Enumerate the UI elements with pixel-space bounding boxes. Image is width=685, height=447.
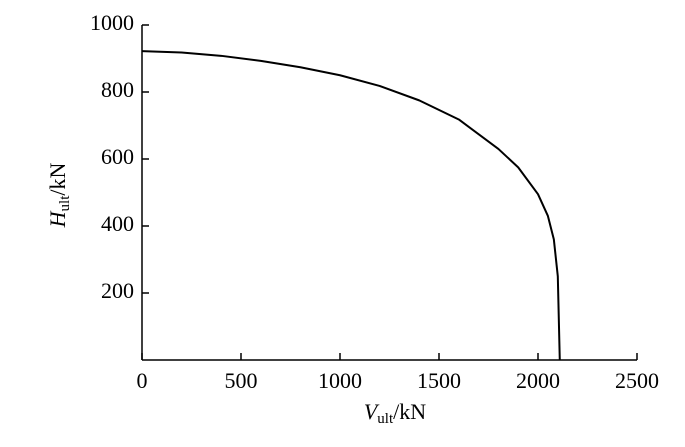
x-tick-label: 2500: [615, 368, 659, 393]
x-tick-label: 500: [225, 368, 258, 393]
x-label-unit: /kN: [393, 399, 426, 424]
x-tick-label: 0: [137, 368, 148, 393]
y-label-unit: /kN: [45, 163, 70, 196]
y-label-symbol: H: [45, 210, 70, 228]
x-label-subscript: ult: [377, 411, 394, 427]
y-tick-label: 200: [101, 278, 134, 303]
y-tick-label: 800: [101, 77, 134, 102]
data-line: [141, 50, 561, 361]
y-tick-label: 1000: [90, 10, 134, 35]
x-label-symbol: V: [364, 399, 380, 424]
y-tick-label: 600: [101, 144, 134, 169]
x-axis-label: Vult/kN: [364, 399, 426, 427]
x-tick-label: 1000: [318, 368, 362, 393]
x-tick-label: 2000: [516, 368, 560, 393]
y-label-subscript: ult: [57, 195, 73, 212]
y-axis-label: Hult/kN: [45, 163, 73, 229]
x-tick-label: 1500: [417, 368, 461, 393]
y-tick-label: 400: [101, 211, 134, 236]
